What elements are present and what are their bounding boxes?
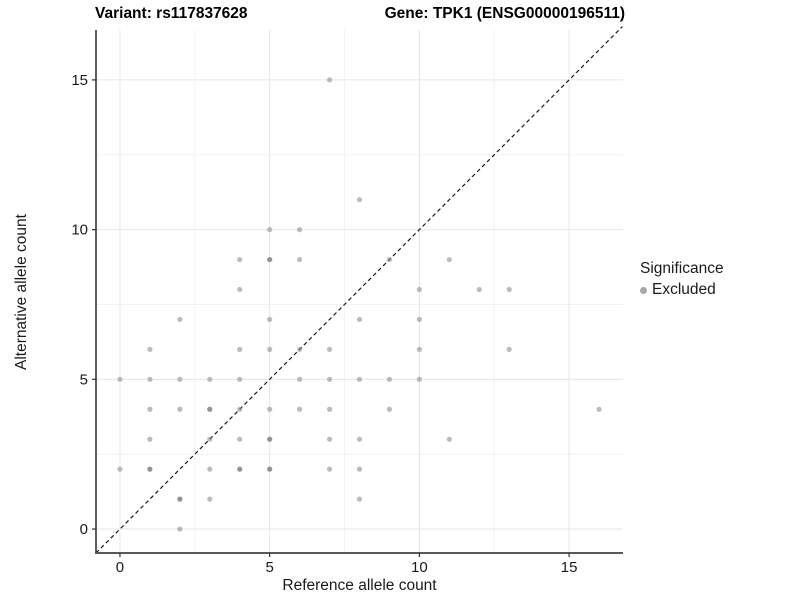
identity-line [95,26,623,554]
data-point [356,197,363,203]
data-point [476,286,482,293]
data-point [177,316,183,323]
x-axis-title: Reference allele count [282,577,437,594]
data-point [147,406,153,412]
data-point [207,466,213,472]
data-point [386,376,393,382]
data-point [506,286,512,293]
y-axis-title: Alternative allele count [13,214,30,370]
y-tick-label: 5 [80,371,88,388]
data-point [117,466,123,472]
data-point [207,376,213,382]
legend-item-excluded: Excluded [640,281,796,299]
legend-item-label: Excluded [652,281,716,298]
data-point [237,466,243,472]
data-point [267,227,273,233]
data-point [267,346,273,352]
data-point [237,346,243,352]
x-tick-label: 5 [265,559,273,576]
data-point [297,406,303,412]
data-point [386,406,393,412]
y-tick-label: 10 [71,222,88,239]
data-point [297,376,303,382]
data-point [267,436,273,442]
data-point [297,227,303,233]
data-point [237,286,243,293]
x-tick-label: 0 [116,559,124,576]
legend: Significance Excluded [640,260,796,299]
data-point [267,316,273,323]
y-tick-label: 0 [80,521,88,538]
data-point [267,256,273,263]
legend-point-icon [640,286,647,294]
data-point [416,376,422,382]
data-point [177,406,183,412]
data-point [446,256,452,263]
data-point [416,286,422,293]
data-point [506,346,512,352]
data-point [356,466,363,472]
data-point [117,376,123,382]
data-point [267,466,273,472]
data-point [177,496,183,502]
data-point [177,376,183,382]
plot-title: Variant: rs117837628 Gene: TPK1 (ENSG000… [95,5,625,23]
data-point [237,436,243,442]
data-point [147,376,153,382]
data-point [177,526,183,532]
data-point [147,466,153,472]
variant-title: Variant: rs117837628 [95,5,248,22]
data-point [147,436,153,442]
data-point [207,406,213,412]
data-point [207,496,213,502]
data-point [356,316,363,323]
data-point [446,436,452,442]
data-point [416,346,422,352]
data-point [356,496,363,502]
data-point [326,436,333,442]
data-point [207,436,213,442]
data-point [386,256,393,263]
data-point [147,346,153,352]
data-point [326,346,333,352]
data-point [237,406,243,412]
data-point [326,77,333,83]
data-point [237,376,243,382]
data-point [326,466,333,472]
legend-title: Significance [640,260,724,277]
y-tick-label: 15 [71,72,88,89]
data-point [297,256,303,263]
data-point [416,316,422,323]
data-point [356,376,363,382]
data-point [596,406,602,412]
x-tick-label: 10 [411,559,428,576]
data-point [326,376,333,382]
x-tick-label: 15 [561,559,578,576]
data-point [297,346,303,352]
data-point [237,256,243,263]
data-point [326,406,333,412]
data-point [356,436,363,442]
data-point [267,406,273,412]
gene-title: Gene: TPK1 (ENSG00000196511) [384,5,625,22]
